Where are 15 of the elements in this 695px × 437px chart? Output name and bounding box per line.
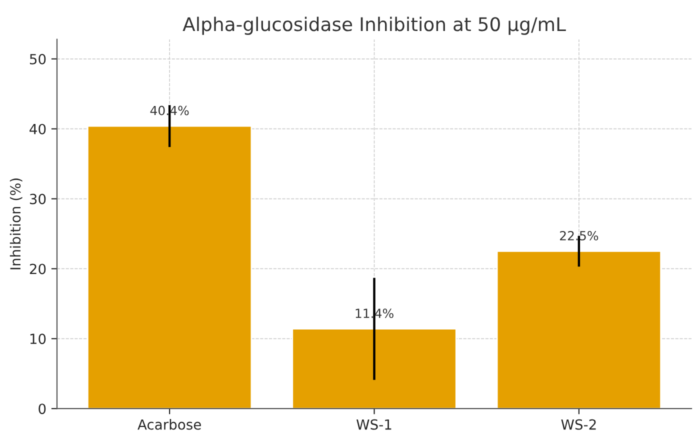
- y-tick-label: 0: [38, 404, 46, 414]
- x-tick-label: Acarbose: [138, 419, 201, 430]
- y-axis-title: Inhibition (%): [10, 178, 22, 270]
- y-tick-label: 50: [30, 54, 46, 64]
- data-label: 22.5%: [560, 230, 598, 240]
- y-tick-label: 20: [30, 264, 46, 274]
- bar: [292, 328, 457, 409]
- x-tick-label: WS-1: [356, 419, 392, 430]
- y-tick-label: 10: [30, 334, 46, 344]
- x-tick-label: WS-2: [561, 419, 596, 430]
- y-tick-label: 40: [30, 124, 46, 134]
- bar: [496, 250, 662, 409]
- chart-title: Alpha-glucosidase Inhibition at 50 µg/mL: [182, 16, 566, 35]
- bar: [87, 125, 252, 409]
- y-tick-label: 30: [30, 194, 46, 204]
